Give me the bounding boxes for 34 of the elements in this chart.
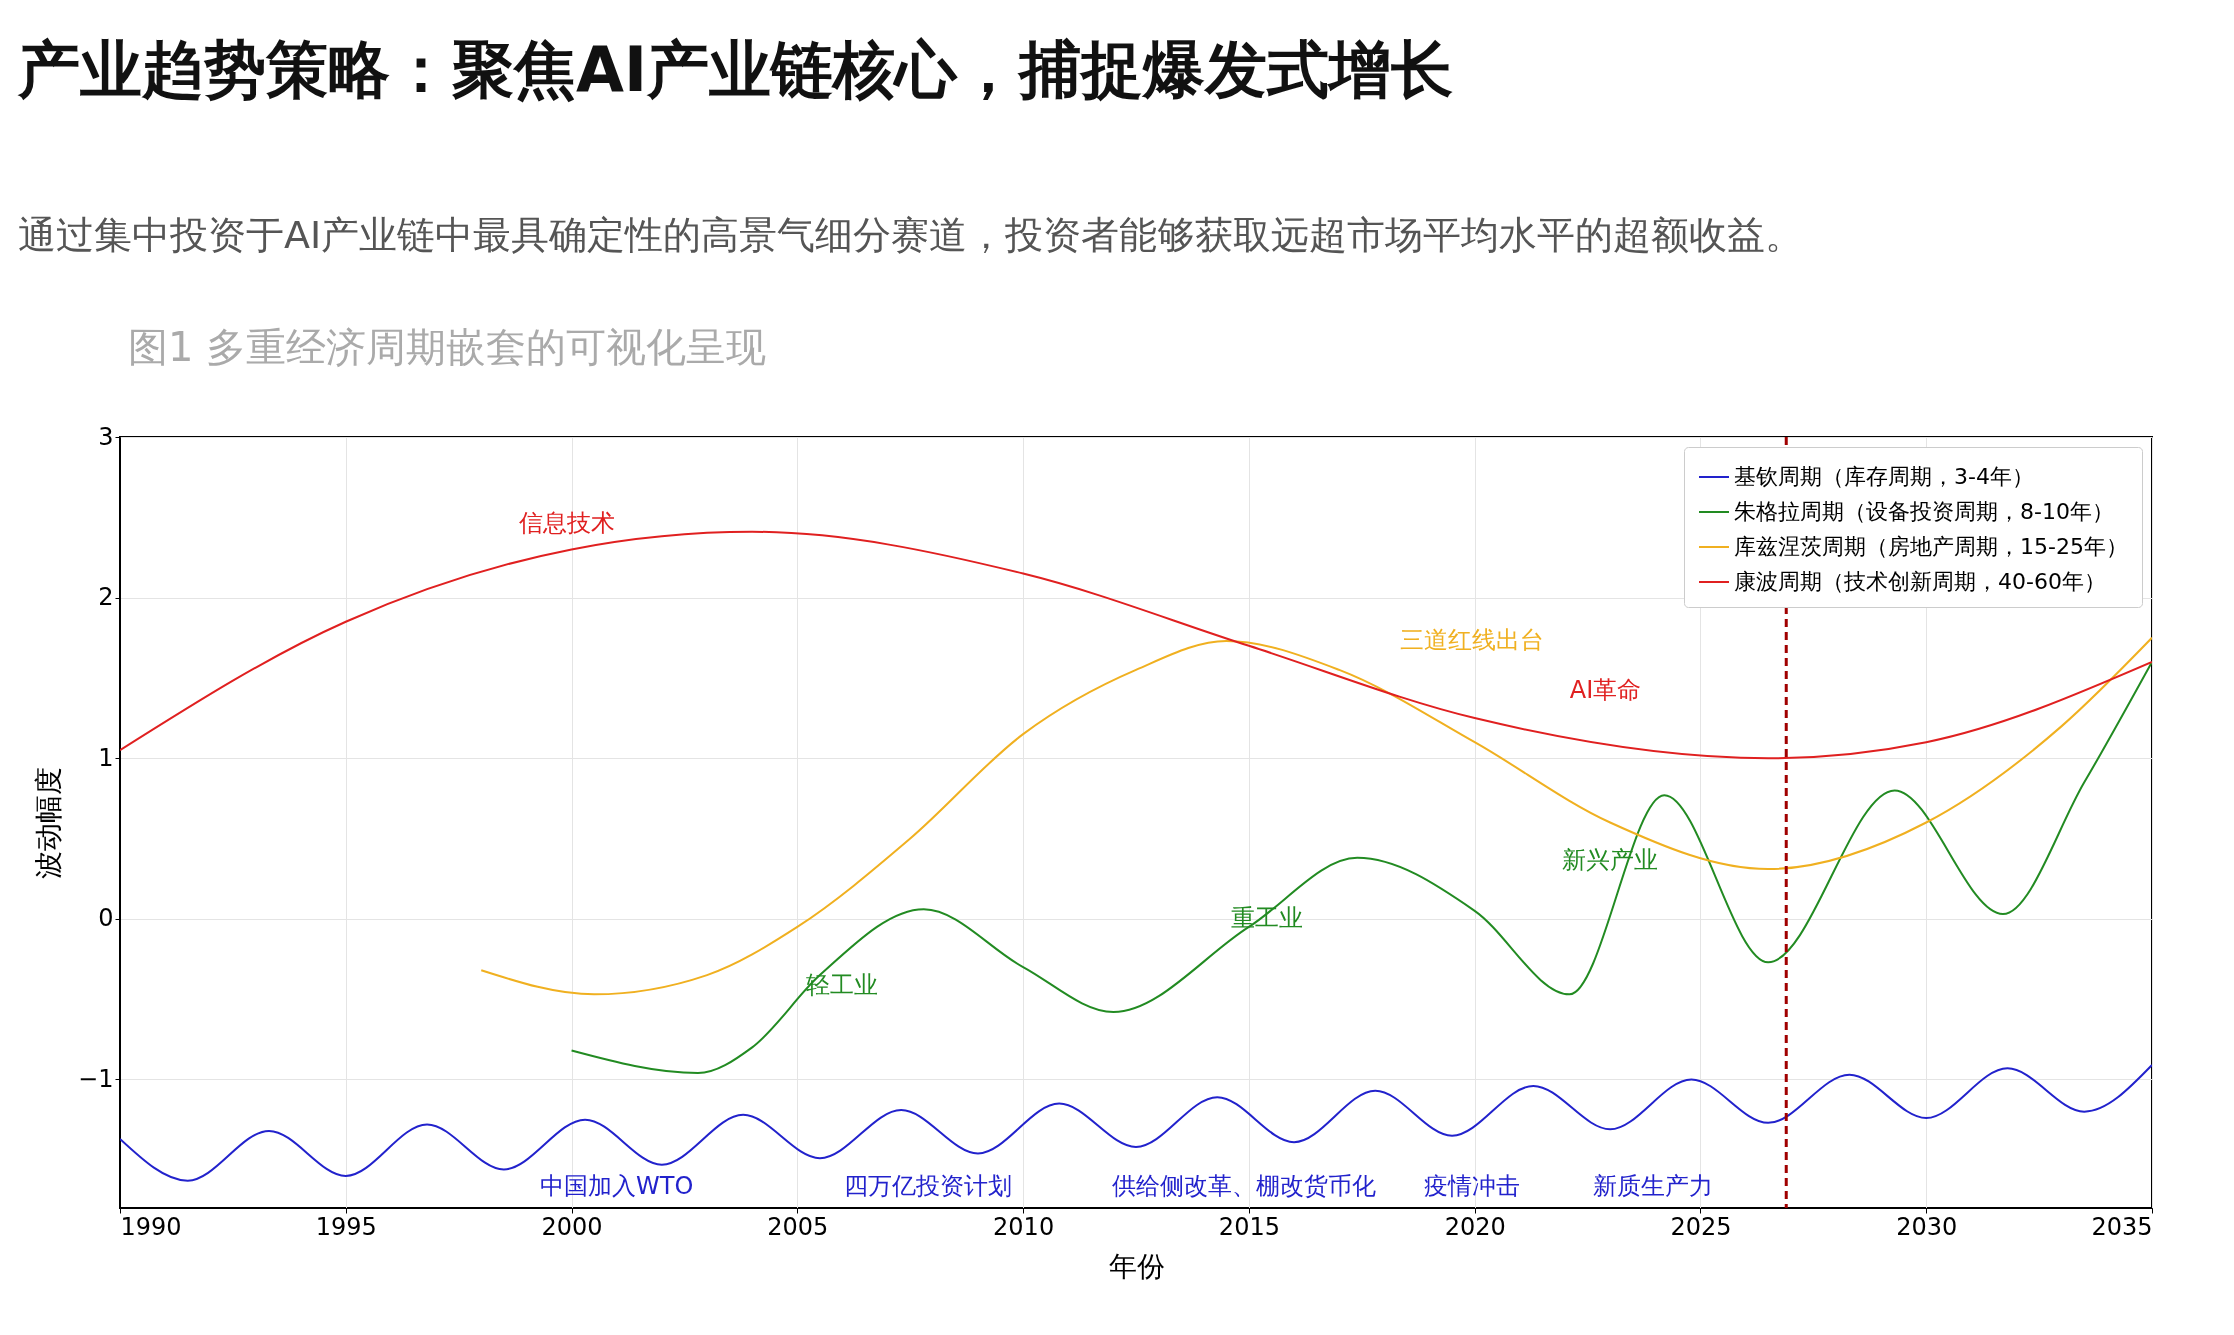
y-tick-label: 0 bbox=[98, 904, 114, 933]
y-tick-label: 2 bbox=[98, 583, 114, 612]
annotation: 供给侧改革、棚改货币化 bbox=[1112, 1172, 1377, 1201]
x-tick-label: 2030 bbox=[1896, 1212, 1958, 1241]
annotation: 新质生产力 bbox=[1593, 1172, 1714, 1201]
legend-label: 基钦周期（库存周期，3-4年） bbox=[1734, 464, 2034, 489]
x-tick-label: 2005 bbox=[767, 1212, 829, 1241]
annotation: 四万亿投资计划 bbox=[844, 1172, 1013, 1201]
annotation: 轻工业 bbox=[806, 971, 879, 1000]
chart-title: 产业趋势策略：聚焦AI产业链核心，捕捉爆发式增长 bbox=[18, 32, 1454, 108]
annotation: AI革命 bbox=[1569, 675, 1642, 704]
x-tick-label: 2015 bbox=[1218, 1212, 1280, 1241]
x-axis-title: 年份 bbox=[1108, 1249, 1165, 1283]
y-tick-label: −1 bbox=[78, 1065, 114, 1093]
x-tick-label: 2010 bbox=[993, 1212, 1055, 1241]
x-tick-label: 2035 bbox=[2091, 1212, 2153, 1241]
x-tick-label: 1990 bbox=[120, 1212, 182, 1241]
annotation: 疫情冲击 bbox=[1424, 1172, 1521, 1201]
annotation: 信息技术 bbox=[519, 508, 616, 537]
y-axis-title: 波动幅度 bbox=[32, 767, 66, 879]
x-tick-label: 2000 bbox=[541, 1212, 603, 1241]
line-series bbox=[570, 660, 2152, 1075]
annotation: 中国加入WTO bbox=[540, 1172, 694, 1201]
x-tick-label: 2020 bbox=[1444, 1212, 1506, 1241]
x-tick-label: 2025 bbox=[1670, 1212, 1732, 1241]
caption: 图1 多重经济周期嵌套的可视化呈现 bbox=[128, 323, 767, 372]
y-tick-label: 1 bbox=[98, 743, 114, 772]
y-tick-label: 3 bbox=[98, 422, 114, 451]
legend-label: 朱格拉周期（设备投资周期，8-10年） bbox=[1734, 499, 2114, 524]
chart-subtitle: 通过集中投资于AI产业链中最具确定性的高景气细分赛道，投资者能够获取远超市场平均水平的超额收益。 bbox=[18, 212, 1804, 259]
legend-label: 库兹涅茨周期（房地产周期，15-25年） bbox=[1734, 534, 2128, 559]
annotation: 三道红线出台 bbox=[1400, 625, 1545, 654]
legend-label: 康波周期（技术创新周期，40-60年） bbox=[1734, 569, 2106, 594]
x-tick-label: 1995 bbox=[315, 1212, 377, 1241]
